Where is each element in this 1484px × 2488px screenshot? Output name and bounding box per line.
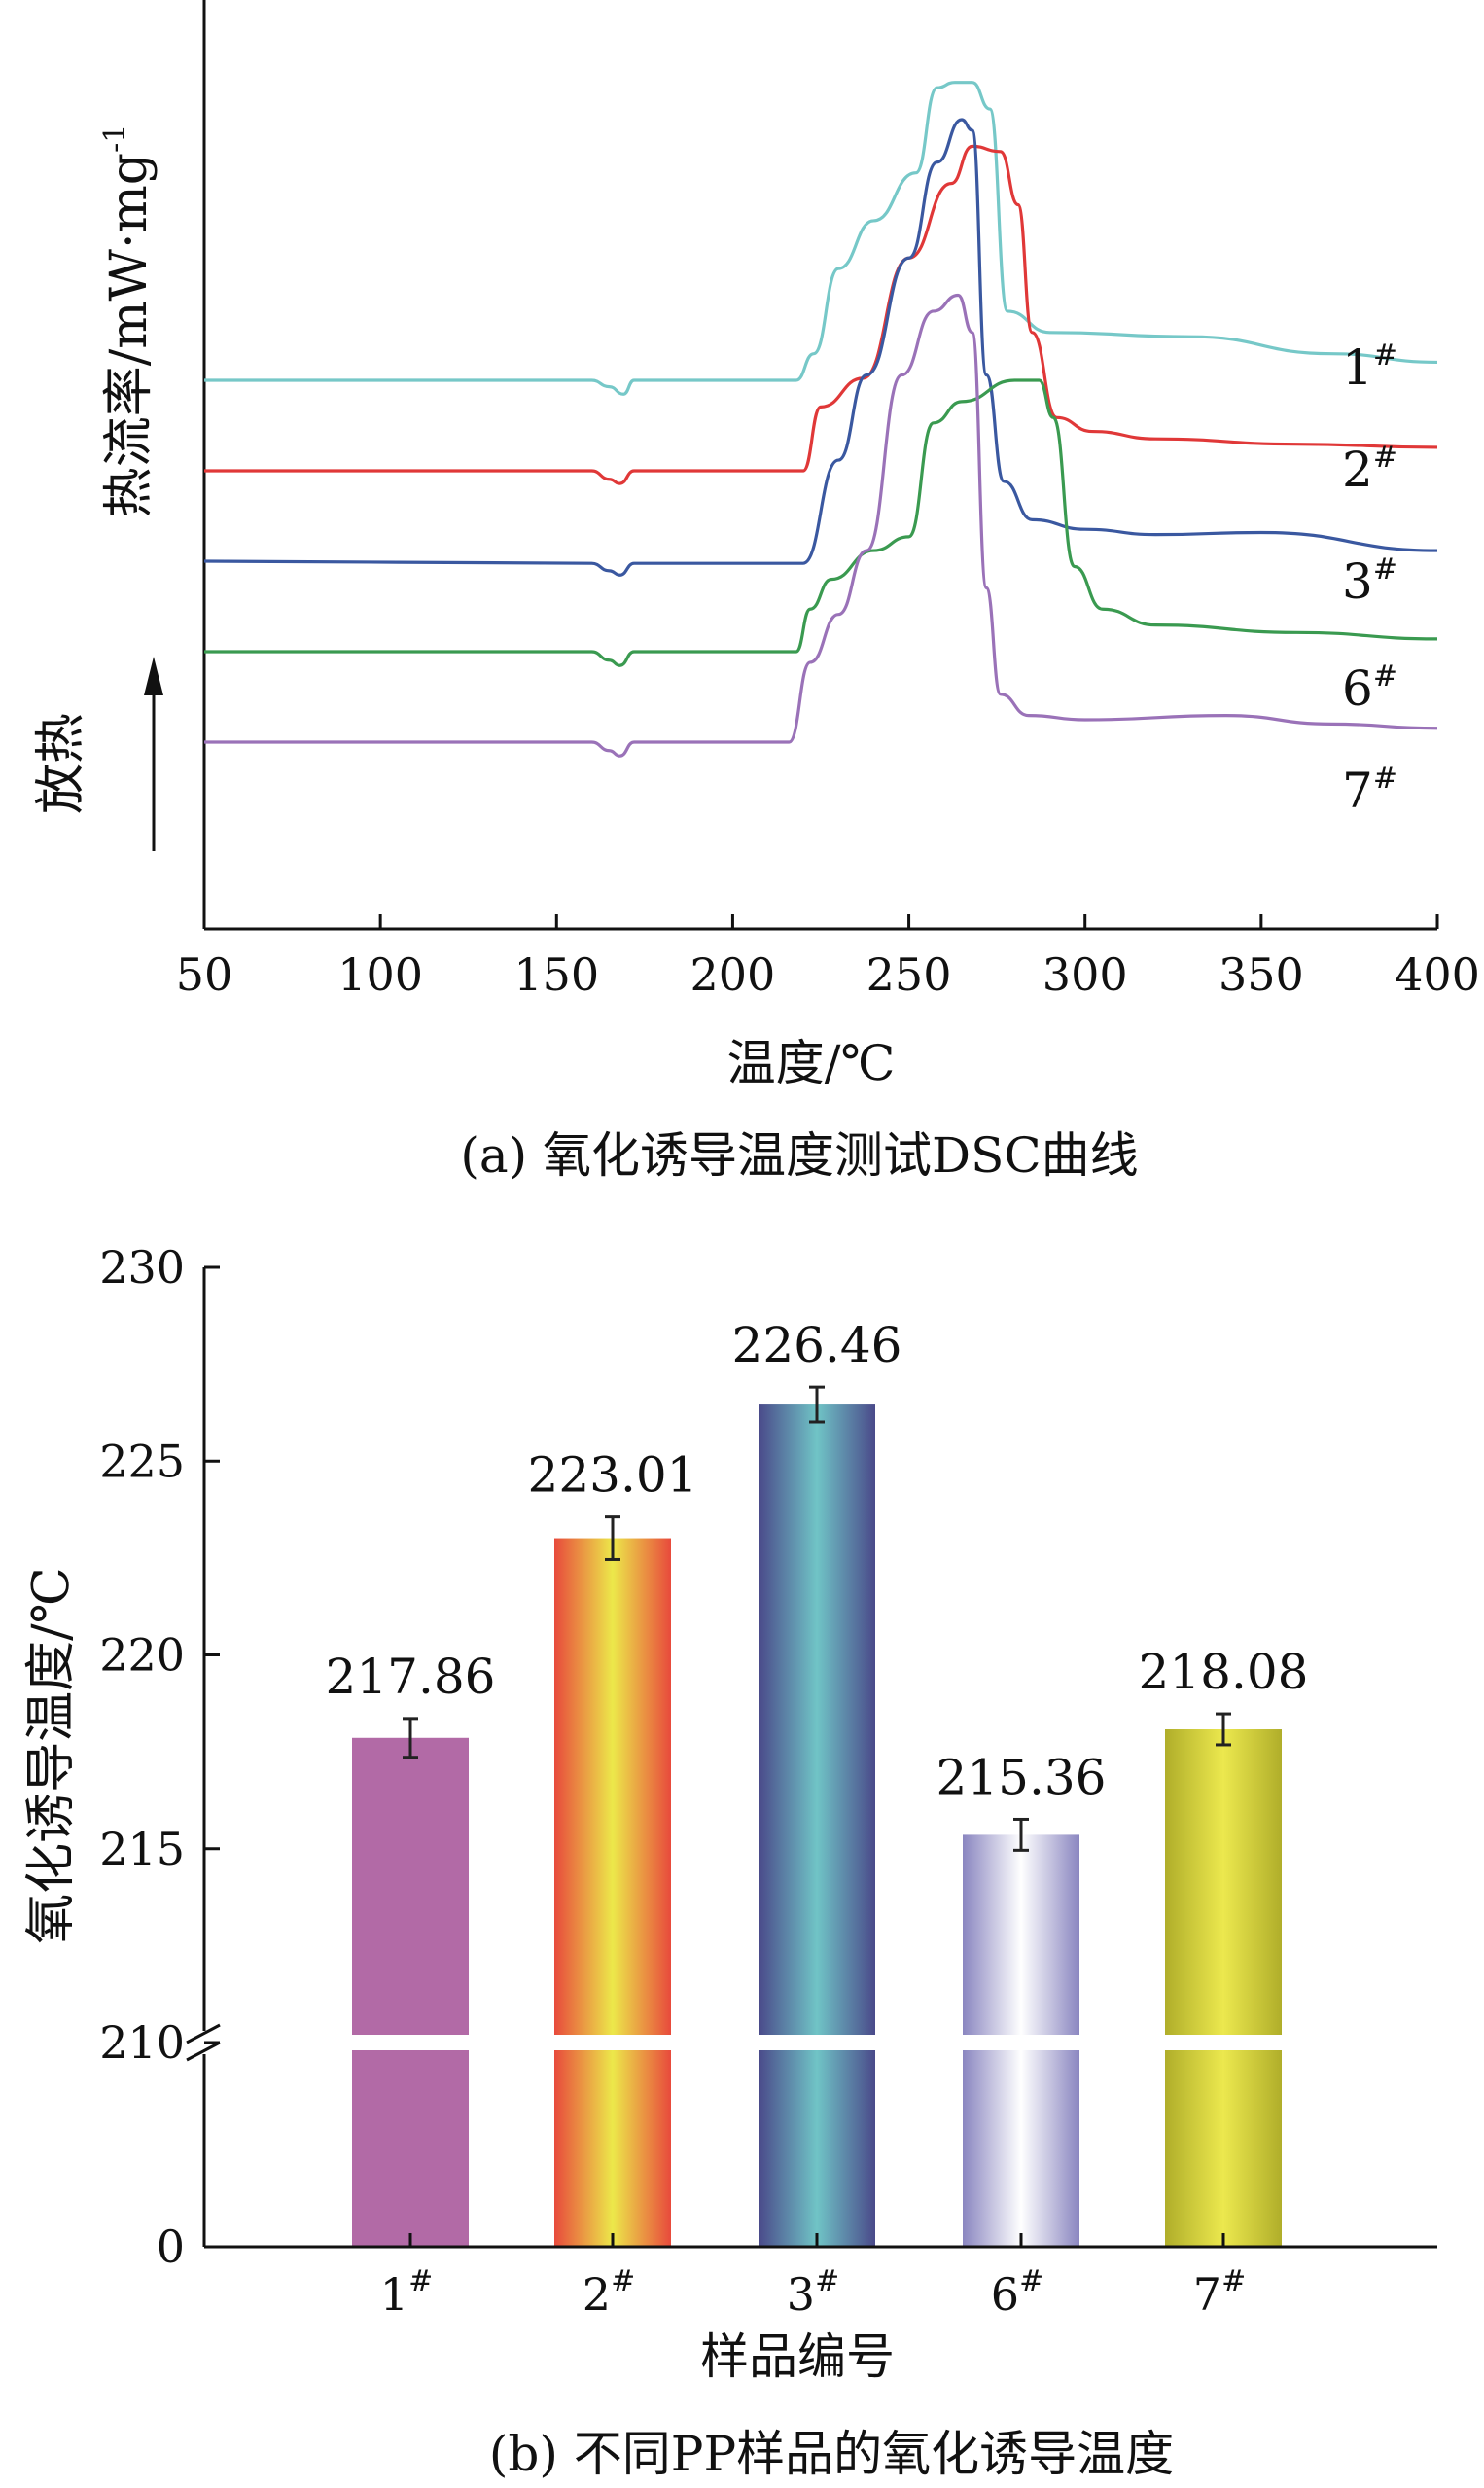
dsc-x-tick-label: 350 — [1219, 948, 1304, 1001]
bar-break-gap — [1163, 2035, 1284, 2050]
error-bar — [809, 1385, 825, 1424]
bar-x-axis-label: 样品编号 — [700, 2328, 895, 2385]
dsc-series-label: 6# — [1342, 659, 1397, 717]
axis-break-mark — [186, 2041, 221, 2062]
dsc-x-tick-label: 400 — [1395, 948, 1480, 1001]
bar-value-label: 226.46 — [732, 1317, 902, 1373]
bar-break-gap — [757, 2035, 877, 2050]
dsc-curve-2 — [204, 144, 1438, 485]
axis-break-mark — [186, 2023, 221, 2044]
dsc-curve-6 — [204, 378, 1438, 667]
bar-y-tick-label: 220 — [99, 1629, 185, 1682]
bar-break-gap — [350, 2035, 471, 2050]
dsc-x-tick-label: 150 — [513, 948, 599, 1001]
exotherm-arrow-icon — [144, 657, 163, 695]
bar-caption: (b) 不同PP样品的氧化诱导温度 — [489, 2426, 1174, 2482]
dsc-curve-3 — [203, 118, 1438, 577]
dsc-series-label: 1# — [1342, 338, 1397, 396]
dsc-caption: (a) 氧化诱导温度测试DSC曲线 — [460, 1127, 1138, 1184]
bar-x-tick-label: 2# — [583, 2264, 635, 2321]
bar-y-axis-label: 氧化诱导温度/℃ — [22, 1567, 81, 1944]
bar-value-label: 218.08 — [1139, 1644, 1309, 1700]
bar-break-gap — [552, 2035, 673, 2050]
bar-x-tick-label: 1# — [380, 2264, 433, 2321]
bar-sample-3 — [759, 1404, 875, 2247]
error-bar — [1013, 1817, 1029, 1852]
bar-y-tick-label: 230 — [99, 1241, 185, 1294]
bar-y-tick-label: 225 — [99, 1435, 185, 1487]
bar-x-tick-label: 3# — [787, 2264, 839, 2321]
bar-sample-7 — [1165, 1729, 1282, 2247]
dsc-x-tick-label: 250 — [866, 948, 952, 1001]
bar-y-tick-label: 0 — [157, 2221, 185, 2273]
bar-y-tick-label: 210 — [99, 2016, 185, 2069]
dsc-x-tick-label: 50 — [176, 948, 233, 1001]
bar-break-gap — [961, 2035, 1081, 2050]
bar-y-tick-label: 215 — [99, 1823, 185, 1875]
bar-x-tick-label: 7# — [1193, 2264, 1246, 2321]
error-bar — [403, 1717, 418, 1759]
dsc-y-axis-label: 热流率/mW·mg-1 — [98, 124, 159, 518]
exotherm-label: 放热 — [32, 713, 90, 814]
bar-value-label: 215.36 — [936, 1749, 1107, 1805]
dsc-series-label: 7# — [1342, 762, 1397, 819]
bar-sample-1 — [352, 1737, 469, 2247]
dsc-x-tick-label: 200 — [690, 948, 776, 1001]
dsc-curve-1 — [204, 81, 1438, 396]
dsc-curve-7 — [204, 293, 1438, 758]
dsc-x-tick-label: 300 — [1042, 948, 1128, 1001]
error-bar — [605, 1515, 620, 1561]
dsc-chart: 50 100 150 200 250 300 350 400 1# 2# 3# 6# 7# 热流率/m… — [32, 0, 1480, 1184]
bar-x-tick-label: 6# — [991, 2264, 1043, 2321]
bar-sample-2 — [554, 1538, 671, 2247]
error-bar — [1216, 1712, 1231, 1747]
bar-value-label: 223.01 — [528, 1447, 698, 1504]
dsc-series-label: 3# — [1342, 552, 1397, 610]
dsc-x-tick-label: 100 — [337, 948, 423, 1001]
oit-bar-chart: 217.86 223.01 226.46 215.36 218.08 0 210 215 22… — [22, 1241, 1437, 2482]
bar-value-label: 217.86 — [326, 1649, 496, 1705]
dsc-x-axis-label: 温度/℃ — [727, 1035, 896, 1091]
dsc-series-label: 2# — [1342, 441, 1397, 498]
